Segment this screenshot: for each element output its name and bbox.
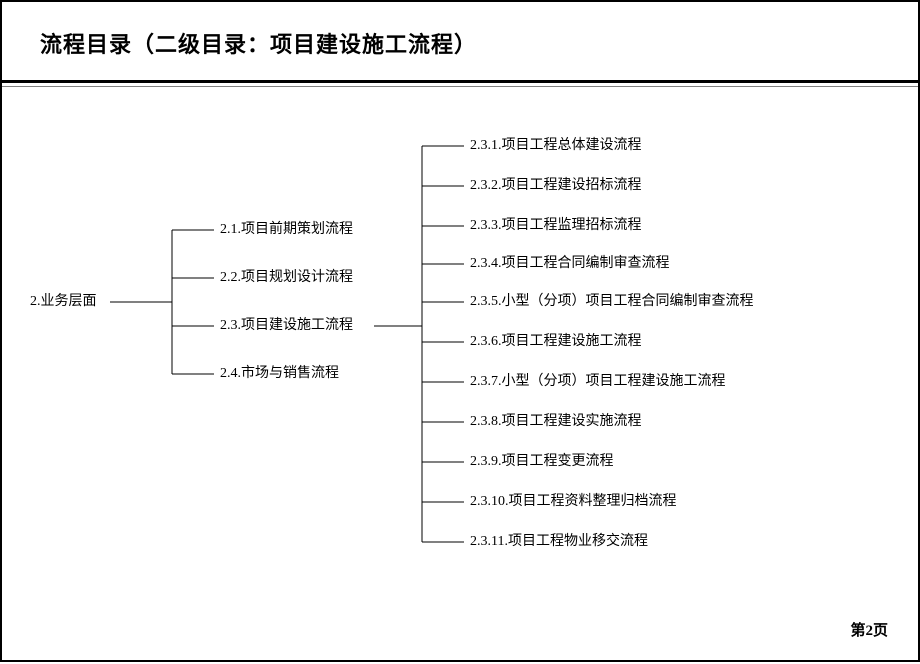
- tree-l2-6: 2.3.7.小型（分项）项目工程建设施工流程: [470, 374, 726, 390]
- tree-l2-10: 2.3.11.项目工程物业移交流程: [470, 534, 648, 550]
- page-frame: 流程目录（二级目录：项目建设施工流程） 2.业务层面 2.1.项目前期策划流程 2.…: [0, 0, 920, 662]
- title-rule-heavy: [2, 80, 918, 83]
- tree-l1-0: 2.1.项目前期策划流程: [220, 222, 353, 238]
- title-rule-light: [2, 86, 918, 87]
- tree-l2-4: 2.3.5.小型（分项）项目工程合同编制审查流程: [470, 294, 754, 310]
- tree-connectors: [2, 2, 920, 664]
- tree-l1-2: 2.3.项目建设施工流程: [220, 318, 353, 334]
- tree-l2-1: 2.3.2.项目工程建设招标流程: [470, 178, 642, 194]
- page-number: 第2页: [850, 619, 888, 640]
- tree-l2-2: 2.3.3.项目工程监理招标流程: [470, 218, 642, 234]
- tree-l2-0: 2.3.1.项目工程总体建设流程: [470, 138, 642, 154]
- tree-l2-7: 2.3.8.项目工程建设实施流程: [470, 414, 642, 430]
- tree-l2-5: 2.3.6.项目工程建设施工流程: [470, 334, 642, 350]
- tree-l2-9: 2.3.10.项目工程资料整理归档流程: [470, 494, 677, 510]
- tree-l2-8: 2.3.9.项目工程变更流程: [470, 454, 614, 470]
- tree-l1-1: 2.2.项目规划设计流程: [220, 270, 353, 286]
- tree-l2-3: 2.3.4.项目工程合同编制审查流程: [470, 256, 670, 272]
- tree-root: 2.业务层面: [30, 294, 97, 310]
- tree-l1-3: 2.4.市场与销售流程: [220, 366, 339, 382]
- page-title: 流程目录（二级目录：项目建设施工流程）: [40, 27, 477, 59]
